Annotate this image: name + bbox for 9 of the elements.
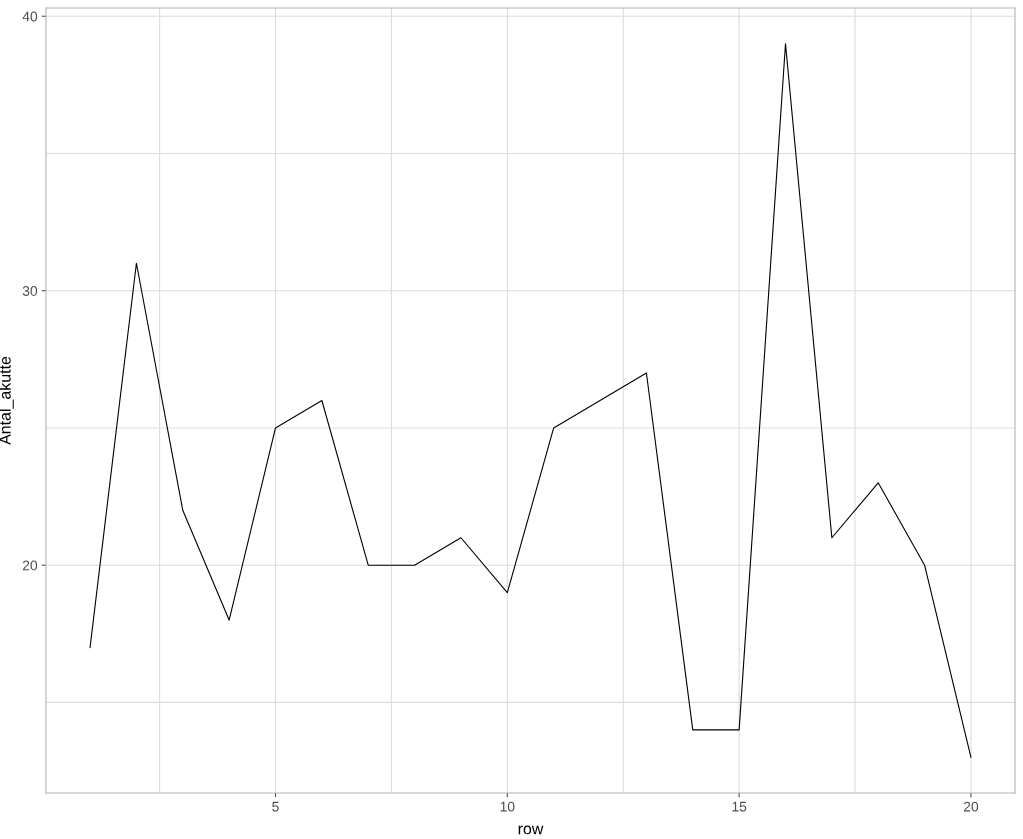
x-tick-label: 20: [963, 801, 979, 812]
y-tick-label: 30: [22, 286, 38, 296]
y-tick-label: 20: [22, 560, 38, 571]
x-tick-label: 15: [732, 801, 747, 812]
line-series: [89, 43, 972, 758]
y-tick-label: 40: [22, 11, 38, 22]
x-tick-label: 10: [500, 801, 515, 812]
x-axis-title: row: [518, 825, 544, 835]
x-tick-label: 5: [272, 801, 279, 812]
